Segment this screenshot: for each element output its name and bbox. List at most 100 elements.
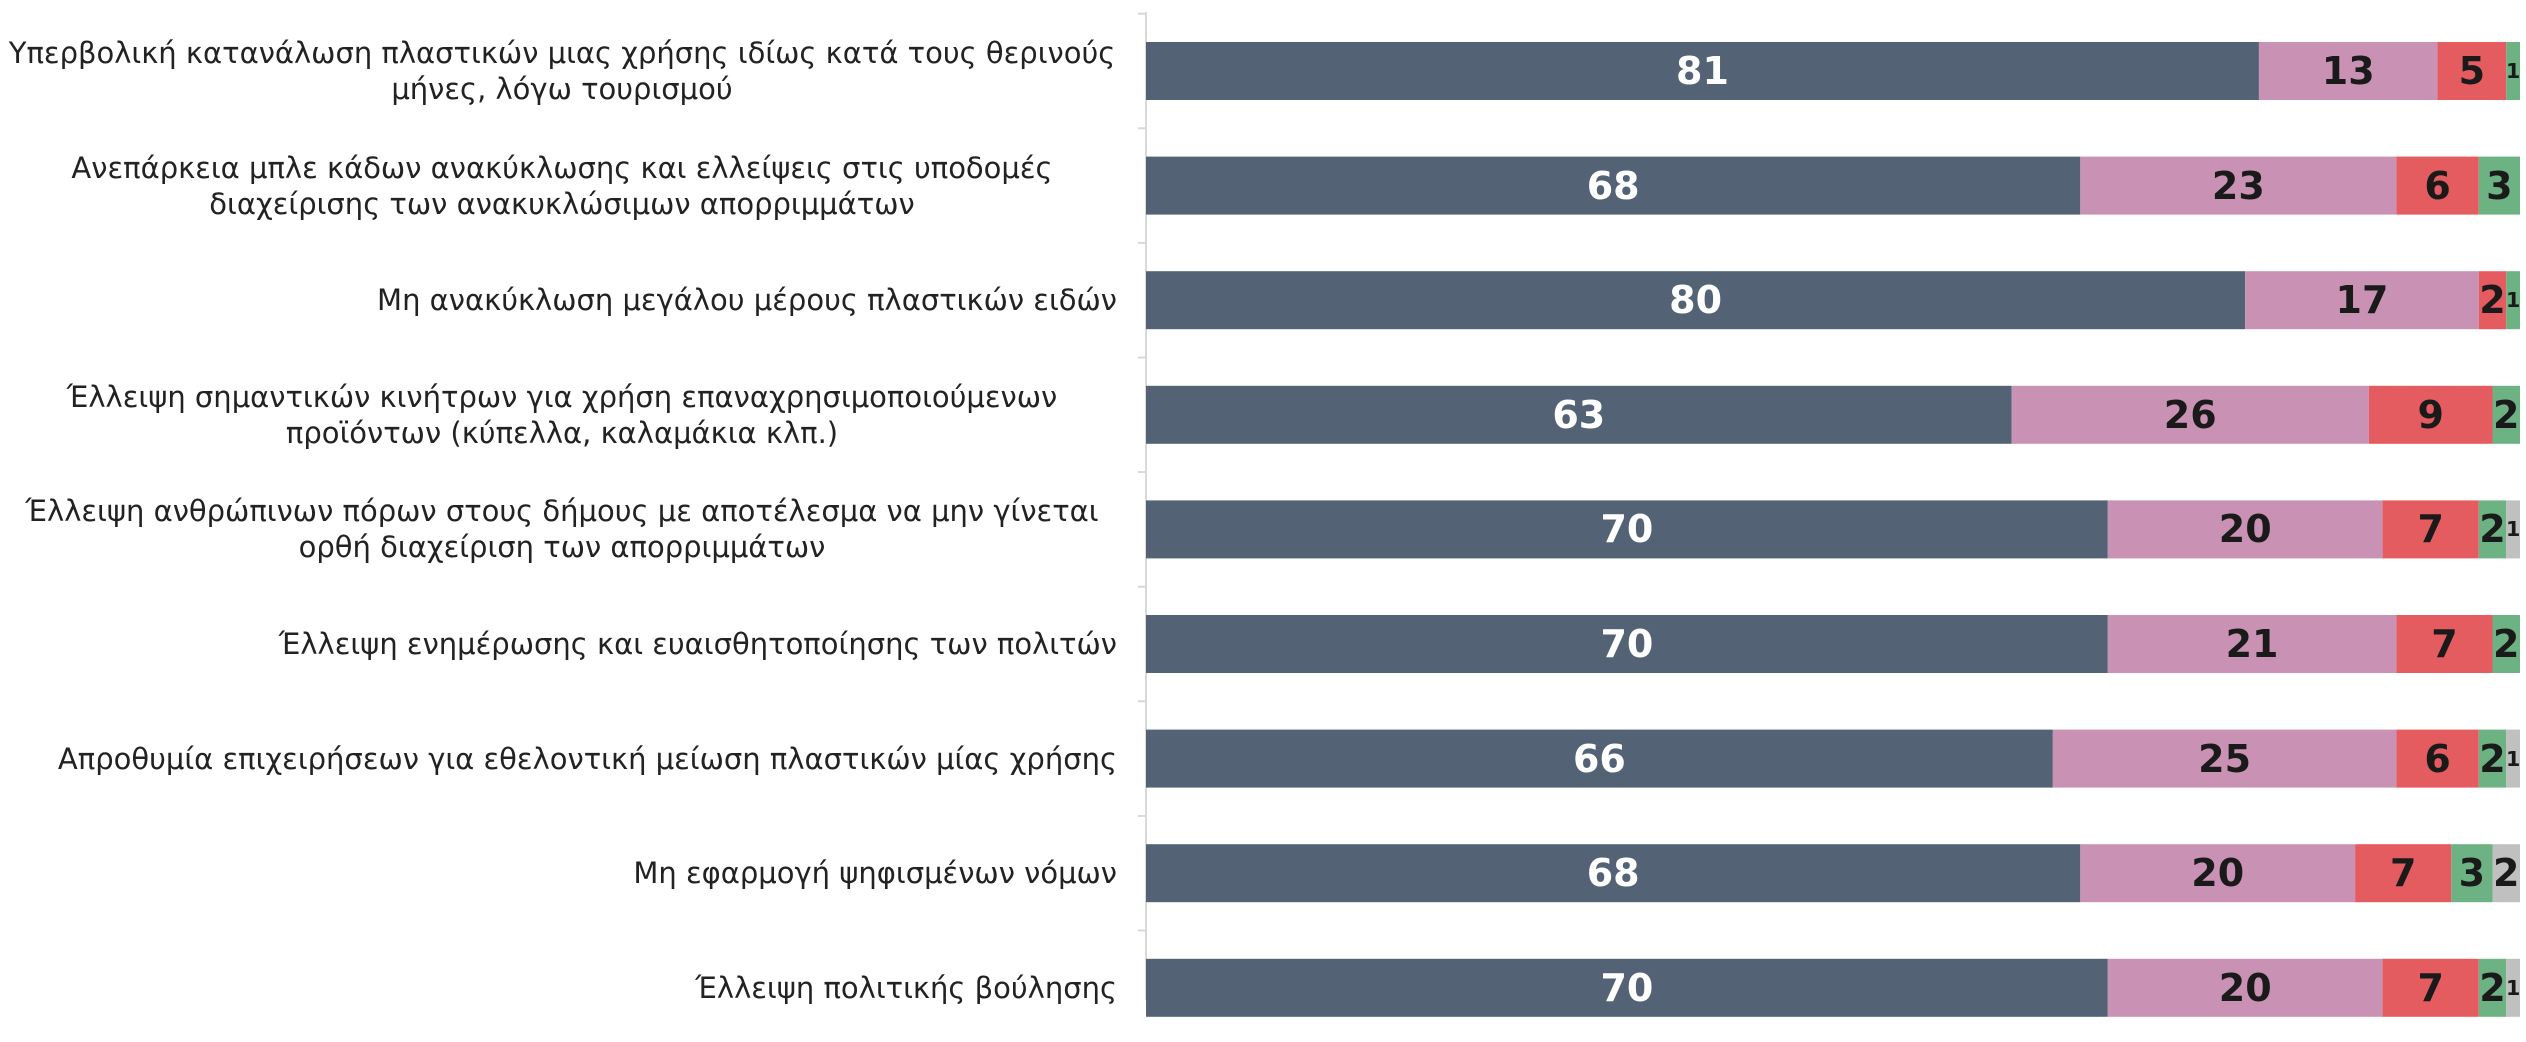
bar-segment xyxy=(2245,271,2479,330)
category-label: Ανεπάρκεια μπλε κάδων ανακύκλωσης και ελ… xyxy=(7,131,1117,241)
value-label: 7 xyxy=(2417,507,2444,552)
bar-segment xyxy=(1146,729,2053,788)
value-label: 23 xyxy=(2211,163,2265,208)
value-label: 70 xyxy=(1600,622,1654,666)
bar-segment xyxy=(2478,500,2507,559)
value-label: 68 xyxy=(1586,163,1640,208)
value-label: 1 xyxy=(2505,59,2521,83)
value-label: 2 xyxy=(2493,851,2520,896)
value-label: 26 xyxy=(2163,392,2217,437)
bar-segment xyxy=(2492,385,2520,444)
bar-segment xyxy=(2355,844,2452,903)
bar-segment xyxy=(2506,271,2520,330)
category-label: Μη ανακύκλωση μεγάλου μέρους πλαστικών ε… xyxy=(7,245,1117,355)
category-text: Έλλειψη ανθρώπινων πόρων στους δήμους με… xyxy=(25,494,1099,565)
value-label: 2 xyxy=(2479,507,2506,552)
category-label: Έλλειψη πολιτικής βούλησης xyxy=(7,933,1117,1042)
category-label: Απροθυμία επιχειρήσεων για εθελοντική με… xyxy=(7,704,1117,814)
bar-segment xyxy=(1146,500,2108,559)
value-label: 20 xyxy=(2218,507,2272,552)
value-label: 7 xyxy=(2389,851,2417,896)
bar-segment xyxy=(2492,844,2520,903)
bar-segment xyxy=(2478,729,2507,788)
bar-segment xyxy=(2478,271,2507,330)
bar-segment xyxy=(2396,615,2493,673)
bar-segment xyxy=(2437,42,2507,100)
value-label: 1 xyxy=(2505,975,2521,1000)
value-label: 1 xyxy=(2505,517,2521,542)
value-label: 2 xyxy=(2479,278,2506,323)
category-text: Ανεπάρκεια μπλε κάδων ανακύκλωσης και ελ… xyxy=(71,150,1053,221)
bar-segment xyxy=(2506,42,2520,100)
bar-segment xyxy=(2107,958,2383,1017)
bar-segment xyxy=(2080,156,2397,215)
value-label: 70 xyxy=(1600,965,1654,1010)
bar-segment xyxy=(1146,958,2108,1017)
category-label: Έλλειψη ενημέρωσης και ευαισθητοποίησης … xyxy=(7,589,1117,699)
value-label: 3 xyxy=(2458,851,2486,896)
category-text: Μη ανακύκλωση μεγάλου μέρους πλαστικών ε… xyxy=(377,283,1117,318)
value-label: 66 xyxy=(1572,736,1626,781)
category-text: Μη εφαρμογή ψηφισμένων νόμων xyxy=(633,856,1117,891)
bar-segment xyxy=(2506,500,2520,559)
bar-segment xyxy=(2478,958,2507,1017)
value-label: 9 xyxy=(2417,392,2444,437)
value-label: 2 xyxy=(2479,965,2506,1010)
bar-segment xyxy=(2382,958,2479,1017)
bar-segment xyxy=(2396,156,2479,215)
bar-segment xyxy=(1146,615,2108,673)
category-text: Έλλειψη ενημέρωσης και ευαισθητοποίησης … xyxy=(278,627,1117,661)
bar-segment xyxy=(2506,958,2520,1017)
bar-segment xyxy=(1146,844,2081,903)
value-label: 2 xyxy=(2493,392,2520,437)
bar-segment xyxy=(2107,615,2397,673)
category-label: Έλλειψη ανθρώπινων πόρων στους δήμους με… xyxy=(7,474,1117,584)
category-text: Απροθυμία επιχειρήσεων για εθελοντική με… xyxy=(57,741,1117,776)
bar-segment xyxy=(2258,42,2438,100)
bar-segment xyxy=(1146,156,2081,215)
value-label: 68 xyxy=(1586,851,1640,896)
bar-segment xyxy=(2011,385,2369,444)
bar-segment xyxy=(2396,729,2479,788)
value-label: 80 xyxy=(1669,278,1723,323)
bar-segment xyxy=(2368,385,2493,444)
value-label: 63 xyxy=(1552,392,1606,437)
bar-segment xyxy=(2080,844,2356,903)
value-label: 5 xyxy=(2458,49,2486,93)
bar-segment xyxy=(2451,844,2493,903)
bar-segment xyxy=(1146,271,2246,330)
value-label: 3 xyxy=(2486,163,2513,208)
value-label: 81 xyxy=(1676,49,1729,93)
bar-segment xyxy=(2492,615,2520,673)
category-label: Μη εφαρμογή ψηφισμένων νόμων xyxy=(7,818,1117,928)
bar-segment xyxy=(1146,42,2259,100)
category-text: Έλλειψη σημαντικών κινήτρων για χρήση επ… xyxy=(66,379,1058,450)
value-label: 1 xyxy=(2505,746,2521,771)
value-label: 21 xyxy=(2225,622,2279,666)
value-label: 25 xyxy=(2198,736,2252,781)
value-label: 1 xyxy=(2505,288,2521,313)
category-text: Έλλειψη πολιτικής βούλησης xyxy=(695,970,1117,1005)
value-label: 13 xyxy=(2321,49,2375,93)
value-label: 17 xyxy=(2335,278,2389,323)
bar-segment xyxy=(2382,500,2479,559)
bar-segment xyxy=(1146,385,2012,444)
value-label: 6 xyxy=(2424,163,2451,208)
value-label: 7 xyxy=(2431,622,2458,666)
value-label: 2 xyxy=(2493,622,2520,666)
value-label: 20 xyxy=(2191,851,2245,896)
bar-segment xyxy=(2052,729,2397,788)
category-label: Έλλειψη σημαντικών κινήτρων για χρήση επ… xyxy=(7,360,1117,470)
bar-segment xyxy=(2506,729,2520,788)
value-label: 6 xyxy=(2424,736,2451,781)
bar-segment xyxy=(2107,500,2383,559)
category-text: Υπερβολική κατανάλωση πλαστικών μιας χρή… xyxy=(8,36,1116,106)
value-label: 2 xyxy=(2479,736,2506,781)
value-label: 70 xyxy=(1600,507,1654,552)
value-label: 20 xyxy=(2218,965,2272,1010)
category-label: Υπερβολική κατανάλωση πλαστικών μιας χρή… xyxy=(7,16,1117,126)
value-label: 7 xyxy=(2417,965,2444,1010)
bar-segment xyxy=(2478,156,2520,215)
